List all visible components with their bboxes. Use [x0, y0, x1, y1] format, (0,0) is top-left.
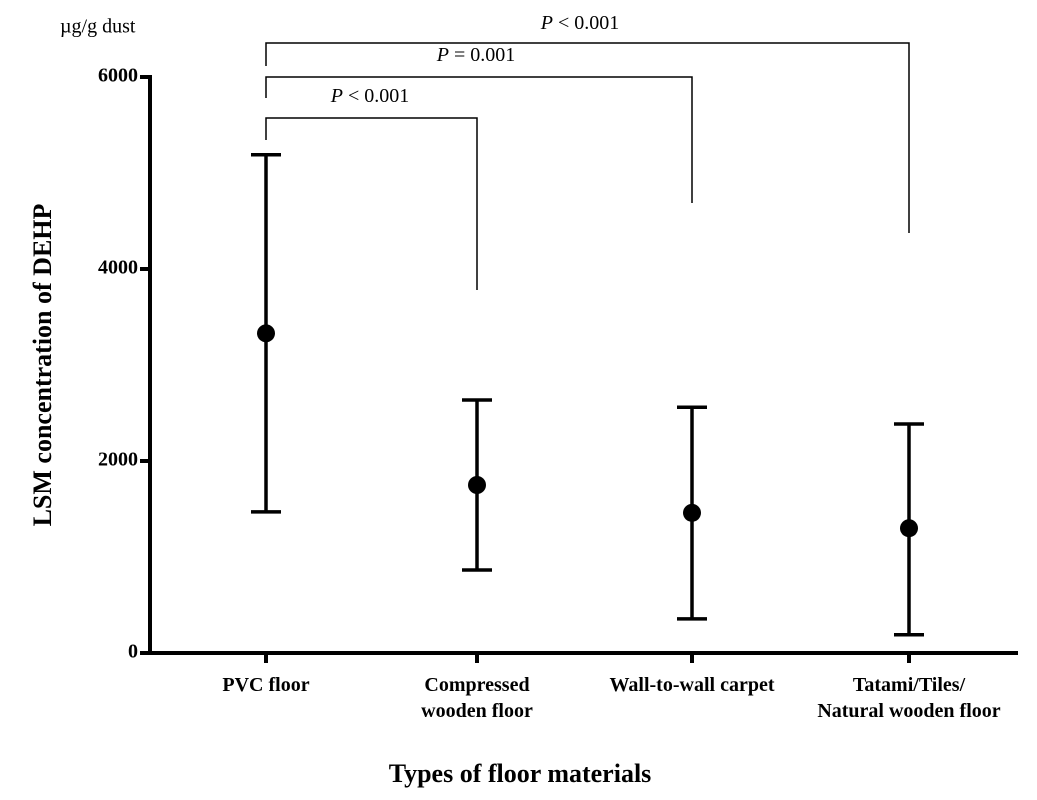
point [900, 519, 918, 538]
p-symbol: P [436, 44, 449, 66]
x-tick-label: PVC floor [222, 674, 310, 696]
unit-label: µg/g dust [60, 16, 136, 38]
point [683, 503, 701, 522]
significance-label: P < 0.001 [330, 85, 410, 107]
y-tick-label: 2000 [98, 449, 138, 471]
p-symbol: P [330, 85, 343, 107]
significance-label: P < 0.001 [540, 12, 620, 34]
y-tick-label: 6000 [98, 65, 138, 87]
x-axis-title: Types of floor materials [389, 759, 652, 788]
p-symbol: P [540, 12, 553, 34]
significance-bracket [265, 42, 910, 233]
p-text: < 0.001 [558, 12, 619, 34]
x-tick-label: Compressed wooden floor [421, 674, 533, 722]
x-tick-label: Tatami/Tiles/ Natural wooden floor [817, 674, 1001, 722]
point [257, 324, 275, 343]
y-tick-label: 0 [128, 641, 138, 663]
y-tick-label: 4000 [98, 257, 138, 279]
point [468, 476, 486, 494]
p-text: < 0.001 [348, 85, 409, 107]
significance-label: P = 0.001 [436, 44, 516, 66]
significance-bracket [265, 117, 478, 290]
y-axis-title: LSM concentration of DEHP [28, 203, 57, 526]
x-tick-label: Wall-to-wall carpet [609, 674, 775, 696]
significance-bracket [265, 76, 693, 203]
p-text: = 0.001 [454, 44, 515, 66]
